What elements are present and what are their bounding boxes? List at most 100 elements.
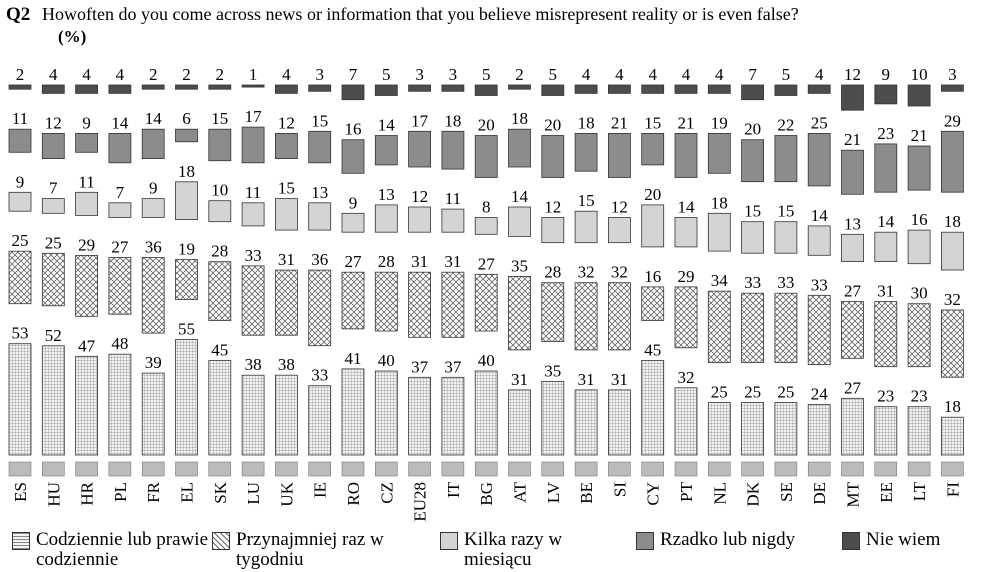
bar-segment [108, 353, 132, 456]
bar-segment [574, 282, 598, 351]
flag [641, 461, 664, 477]
bar-segment [574, 84, 598, 94]
value-label: 13 [311, 183, 328, 202]
flag [941, 461, 964, 477]
value-label: 6 [182, 109, 191, 128]
bar-segment [874, 406, 898, 456]
x-tick-label: NL [710, 482, 729, 505]
legend-item: Rzadko lub nigdy [636, 530, 795, 550]
flag [774, 461, 798, 477]
value-label: 11 [245, 183, 261, 202]
value-label: 33 [811, 275, 828, 294]
value-label: 4 [82, 65, 91, 84]
value-label: 25 [811, 113, 828, 132]
bar-segment [907, 145, 931, 191]
bar-segment [408, 376, 432, 456]
value-label: 15 [744, 202, 761, 221]
value-label: 33 [744, 273, 761, 292]
legend-label: Nie wiem [866, 529, 941, 550]
value-label: 10 [211, 181, 228, 200]
x-tick-label: BE [577, 482, 596, 504]
bar-segment [408, 271, 432, 338]
bar-segment [941, 130, 964, 193]
bar-segment [441, 271, 465, 338]
bar-segment [608, 282, 631, 351]
x-tick-label: EU28 [411, 482, 430, 522]
value-label: 45 [644, 341, 661, 360]
value-label: 17 [245, 107, 263, 126]
value-label: 48 [111, 334, 128, 353]
value-label: 28 [211, 242, 228, 261]
value-label: 14 [877, 212, 895, 231]
bar-segment [75, 191, 98, 216]
value-label: 31 [278, 250, 295, 269]
value-label: 1 [249, 65, 258, 84]
value-label: 23 [877, 387, 894, 406]
bar-segment [175, 128, 198, 143]
bar-segment [241, 84, 265, 88]
value-label: 34 [711, 271, 729, 290]
x-tick-label: SK [211, 481, 230, 503]
bar-segment [75, 84, 98, 94]
bar-segment [608, 132, 631, 178]
x-tick-label: PT [677, 481, 696, 501]
bar-segment [774, 221, 798, 254]
value-label: 20 [478, 116, 495, 135]
bar-segment [574, 210, 598, 244]
value-label: 14 [111, 113, 129, 132]
value-label: 18 [178, 162, 195, 181]
value-label: 12 [544, 198, 561, 217]
value-label: 21 [911, 126, 928, 145]
bar-segment [208, 360, 232, 456]
bar-segment [8, 191, 32, 212]
bar-segment [241, 126, 265, 164]
value-label: 21 [611, 113, 628, 132]
question: Q2 [6, 4, 30, 25]
bar-segment [807, 294, 831, 365]
bar-segment [541, 217, 565, 244]
bar-segment [807, 225, 831, 256]
bar-segment [341, 84, 365, 101]
bar-segment [741, 292, 764, 363]
bar-segment [175, 339, 198, 456]
value-label: 12 [45, 113, 62, 132]
bar-segment [141, 84, 165, 90]
legend-label: Rzadko lub nigdy [660, 529, 796, 550]
bar-segment [941, 231, 964, 271]
bar-segment [707, 84, 731, 94]
bar-segment [774, 84, 798, 96]
value-label: 5 [382, 65, 391, 84]
value-label: 12 [844, 65, 861, 84]
value-label: 3 [315, 65, 324, 84]
value-label: 15 [211, 109, 228, 128]
bar-segment [341, 139, 365, 174]
bar-segment [108, 202, 132, 218]
value-label: 11 [12, 109, 28, 128]
bar-segment [208, 84, 232, 90]
value-label: 9 [16, 172, 25, 191]
value-label: 5 [549, 65, 558, 84]
flag [75, 461, 98, 477]
subtitle: (%) [58, 27, 86, 46]
value-label: 4 [648, 65, 657, 84]
bar-segment [807, 84, 831, 94]
bar-segment [408, 130, 432, 168]
bar-segment [707, 402, 731, 456]
value-label: 21 [678, 113, 695, 132]
value-label: 12 [411, 187, 428, 206]
value-label: 4 [282, 65, 291, 84]
value-label: 29 [78, 235, 95, 254]
value-label: 47 [78, 336, 96, 355]
legend-item: Kilka razy w miesiącu [440, 530, 634, 570]
bar-segment [241, 202, 265, 227]
bar-segment [274, 269, 298, 336]
bar-segment [41, 198, 65, 214]
bar-segment [741, 139, 764, 183]
value-label: 31 [611, 370, 628, 389]
x-tick-label: FR [144, 481, 163, 502]
bar-segment [841, 301, 864, 359]
bar-segment [474, 370, 498, 456]
bar-segment [541, 381, 565, 456]
x-tick-label: UK [277, 481, 296, 506]
legend-swatch [636, 532, 654, 550]
